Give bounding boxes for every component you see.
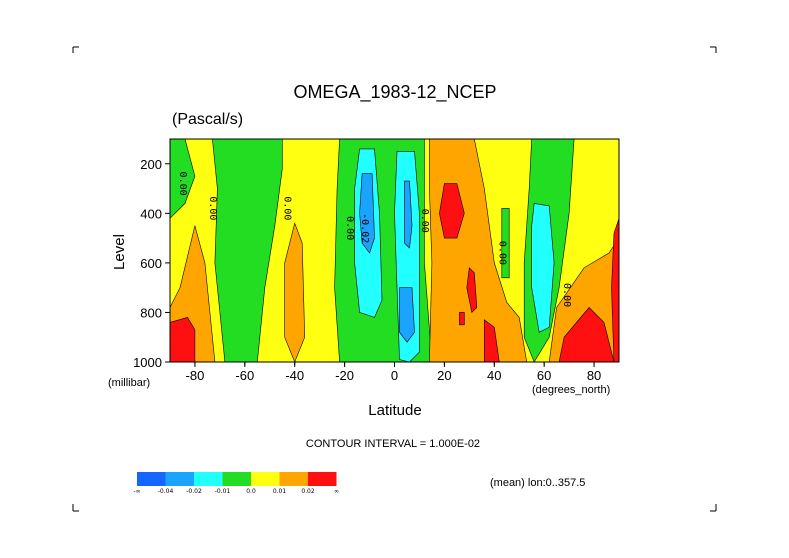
region-red-farnorth [558,307,615,363]
contour-labels: 0.00 0.00 0.00 0.00 -0.02 0.00 0.00 0.00 [177,172,572,308]
colorbar-label-7: ∞ [334,488,339,495]
colorbar-label-2: -0.02 [186,488,202,495]
colorbar: -∞ -0.04 -0.02 -0.01 0.0 0.01 0.02 ∞ [133,472,339,495]
colorbar-label-5: 0.01 [273,488,287,495]
x-tick-label-7: 60 [537,368,551,383]
x-tick-label-4: 0 [391,368,398,383]
region-cyan-3 [531,203,555,333]
region-red-south [169,317,196,363]
region-blue-1 [359,173,375,254]
x-axis: -80 -60 -40 -20 0 20 40 60 80 [186,362,601,383]
units-label: (Pascal/s) [172,111,243,128]
x-tick-label-6: 40 [487,368,501,383]
region-red-north1 [439,183,465,239]
y-tick-label-3: 800 [140,305,162,320]
contour-label-4: -0.02 [359,213,370,243]
region-red-dot [459,312,465,326]
contour-label-5: 0.00 [419,209,430,233]
colorbar-swatch-5 [279,472,308,486]
y-axis-label: Level [111,234,128,270]
x-tick-label-2: -40 [285,368,304,383]
colorbar-swatch-4 [251,472,280,486]
y-axis: 200 400 600 800 1000 [133,157,170,370]
plot-area [169,138,620,363]
x-tick-label-8: 80 [587,368,601,383]
region-blue-3 [399,287,415,343]
x-axis-label: Latitude [368,402,421,419]
colorbar-swatch-1 [165,472,194,486]
contour-label-7: 0.00 [561,283,572,307]
y-tick-label-4: 1000 [133,355,162,370]
contour-label-2: 0.00 [282,196,293,220]
crop-marks [72,46,717,512]
colorbar-label-1: -0.04 [158,488,174,495]
contour-interval-text: CONTOUR INTERVAL = 1.000E-02 [306,438,480,450]
contour-label-6: 0.00 [496,241,507,265]
y-tick-label-1: 400 [140,206,162,221]
colorbar-swatch-2 [194,472,223,486]
colorbar-label-6: 0.02 [301,488,315,495]
contour-label-0: 0.00 [177,172,188,196]
region-blue-2 [404,180,413,249]
y-units-label: (millibar) [108,377,150,389]
colorbar-label-4: 0.0 [246,488,256,495]
x-tick-label-1: -60 [235,368,254,383]
mean-text: (mean) lon:0..357.5 [490,477,585,489]
colorbar-swatch-0 [137,472,166,486]
y-tick-label-0: 200 [140,157,162,172]
x-tick-label-0: -80 [186,368,205,383]
region-red-north2 [466,267,478,314]
colorbar-label-0: -∞ [133,488,140,495]
x-units-label: (degrees_north) [532,384,610,396]
contour-label-3: 0.00 [344,216,355,240]
y-tick-label-2: 600 [140,256,162,271]
colorbar-swatch-3 [222,472,251,486]
contour-label-1: 0.00 [207,196,218,220]
region-green-band-midsouth [212,138,283,363]
x-tick-label-3: -20 [335,368,354,383]
chart-title: OMEGA_1983-12_NCEP [293,82,496,103]
region-green-band-north [501,208,510,279]
colorbar-swatch-6 [308,472,337,486]
colorbar-label-3: -0.01 [215,488,231,495]
x-tick-label-5: 20 [437,368,451,383]
